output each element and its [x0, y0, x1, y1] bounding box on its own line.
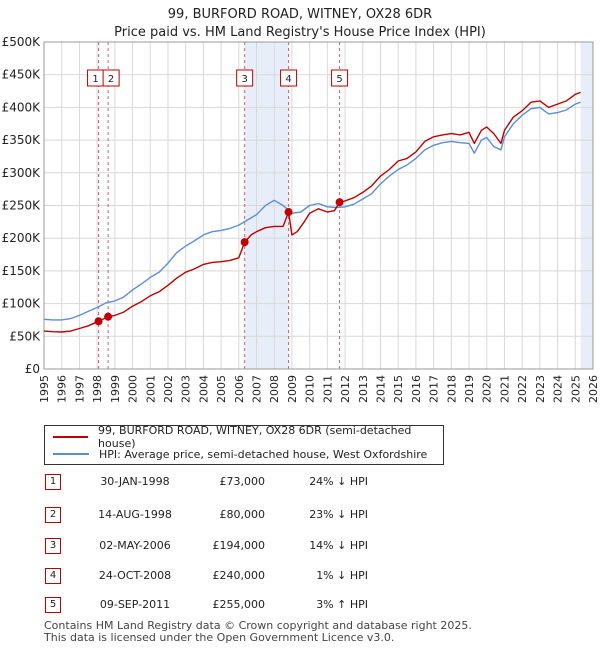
sale-number-label: 4 [285, 74, 291, 85]
x-tick-label: 2002 [162, 375, 175, 403]
x-tick-label: 2016 [410, 375, 423, 403]
x-tick-label: 1996 [56, 375, 69, 403]
legend-item-property: 99, BURFORD ROAD, WITNEY, OX28 6DR (semi… [53, 424, 443, 450]
y-tick-label: £0 [25, 362, 40, 376]
sale-number-box [102, 69, 120, 87]
transaction-number-badge: 3 [45, 538, 61, 554]
x-tick-label: 2009 [286, 375, 299, 403]
transaction-number-badge: 5 [45, 597, 61, 613]
x-tick-label: 2018 [445, 375, 458, 403]
x-tick-label: 2005 [215, 375, 228, 403]
price-chart: £0 £50K £100K £150K £200K £250K £300K £350K £400… [2, 35, 600, 403]
x-tick-label: 2019 [463, 375, 476, 403]
transaction-price: £194,000 [212, 539, 266, 552]
transaction-date: 02-MAY-2006 [99, 539, 171, 552]
table-row: 1 30-JAN-1998 £73,000 24% ↓ HPI [0, 474, 600, 494]
y-tick-label: £200K [2, 231, 42, 245]
legend-label-property: 99, BURFORD ROAD, WITNEY, OX28 6DR (semi… [98, 424, 412, 450]
x-tick-label: 1995 [38, 375, 51, 403]
y-tick-label: £50K [9, 329, 41, 343]
x-tick-label: 1998 [91, 375, 104, 403]
transaction-number-badge: 1 [45, 474, 61, 490]
x-tick-label: 2001 [144, 375, 157, 403]
transaction-date: 30-JAN-1998 [100, 475, 170, 488]
legend-label-hpi: HPI: Average price, semi-detached house,… [99, 447, 428, 461]
sale-point [284, 208, 293, 217]
x-tick-label: 2023 [534, 375, 547, 403]
x-tick-label: 1997 [73, 375, 86, 403]
x-tick-label: 2004 [197, 375, 210, 403]
transaction-number-badge: 2 [45, 507, 61, 523]
transaction-price: £80,000 [219, 508, 266, 521]
transaction-hpi-delta: 3% ↑ HPI [316, 598, 368, 611]
x-tick-label: 2015 [392, 375, 405, 403]
transaction-hpi-delta: 14% ↓ HPI [309, 539, 368, 552]
y-tick-label: £150K [2, 264, 42, 278]
table-row: 3 02-MAY-2006 £194,000 14% ↓ HPI [0, 538, 600, 558]
x-tick-label: 2006 [233, 375, 246, 403]
legend-swatch-hpi [53, 453, 89, 455]
footer-copyright: Contains HM Land Registry data © Crown c… [44, 619, 472, 632]
sale-number-box [331, 69, 349, 87]
transaction-price: £255,000 [212, 598, 266, 611]
footer-licence: This data is licensed under the Open Gov… [44, 631, 395, 644]
series-line-property [43, 91, 581, 333]
sale-number-label: 2 [108, 74, 114, 85]
transaction-price: £73,000 [219, 475, 266, 488]
footer: Contains HM Land Registry data © Crown c… [44, 620, 472, 644]
transaction-date: 14-AUG-1998 [98, 508, 172, 521]
y-tick-label: £300K [2, 166, 42, 180]
x-tick-label: 2022 [516, 375, 529, 403]
x-tick-label: 2026 [587, 375, 600, 403]
y-tick-label: £500K [2, 35, 42, 49]
legend-swatch-property [53, 436, 89, 438]
table-row: 4 24-OCT-2008 £240,000 1% ↓ HPI [0, 568, 600, 588]
legend-item-hpi: HPI: Average price, semi-detached house,… [53, 446, 427, 462]
transaction-number-badge: 4 [45, 568, 61, 584]
sale-point [240, 238, 249, 247]
y-tick-label: £250K [2, 199, 42, 213]
sale-point [335, 198, 344, 207]
x-tick-label: 2011 [321, 375, 334, 403]
transaction-date: 24-OCT-2008 [98, 569, 172, 582]
x-tick-label: 2014 [374, 375, 387, 403]
transaction-hpi-delta: 1% ↓ HPI [316, 569, 368, 582]
transaction-hpi-delta: 24% ↓ HPI [309, 475, 368, 488]
x-tick-label: 2013 [357, 375, 370, 403]
sale-number-label: 3 [241, 74, 247, 85]
chart-subtitle: Price paid vs. HM Land Registry's House … [114, 25, 486, 40]
sale-number-box [236, 69, 254, 87]
sale-number-box [280, 69, 298, 87]
x-tick-label: 2025 [569, 375, 582, 403]
x-tick-label: 2020 [481, 375, 494, 403]
sale-number-label: 5 [336, 74, 342, 85]
sale-point [94, 317, 103, 326]
x-tick-label: 2017 [428, 375, 441, 403]
table-row: 5 09-SEP-2011 £255,000 3% ↑ HPI [0, 597, 600, 617]
x-tick-label: 2008 [268, 375, 281, 403]
chart-title-block: 99, BURFORD ROAD, WITNEY, OX28 6DR Price… [0, 6, 600, 42]
x-tick-label: 2007 [251, 375, 264, 403]
x-tick-label: 2000 [127, 375, 140, 403]
x-tick-label: 2010 [304, 375, 317, 403]
series-line-hpi [43, 101, 581, 321]
x-tick-label: 2012 [339, 375, 352, 403]
table-row: 2 14-AUG-1998 £80,000 23% ↓ HPI [0, 507, 600, 527]
legend: 99, BURFORD ROAD, WITNEY, OX28 6DR (semi… [44, 424, 444, 465]
sale-number-label: 1 [92, 74, 98, 85]
x-tick-label: 2021 [498, 375, 511, 403]
x-tick-label: 2024 [552, 375, 565, 403]
sale-point [104, 312, 113, 321]
chart-title: 99, BURFORD ROAD, WITNEY, OX28 6DR [167, 7, 433, 22]
plot-frame [43, 41, 594, 370]
y-tick-label: £400K [2, 100, 42, 114]
y-tick-label: £350K [2, 133, 42, 147]
y-tick-label: £450K [2, 68, 42, 82]
transaction-date: 09-SEP-2011 [99, 598, 171, 611]
y-tick-label: £100K [2, 297, 42, 311]
x-tick-label: 2003 [180, 375, 193, 403]
transaction-hpi-delta: 23% ↓ HPI [309, 508, 368, 521]
transaction-price: £240,000 [212, 569, 266, 582]
x-tick-label: 1999 [109, 375, 122, 403]
